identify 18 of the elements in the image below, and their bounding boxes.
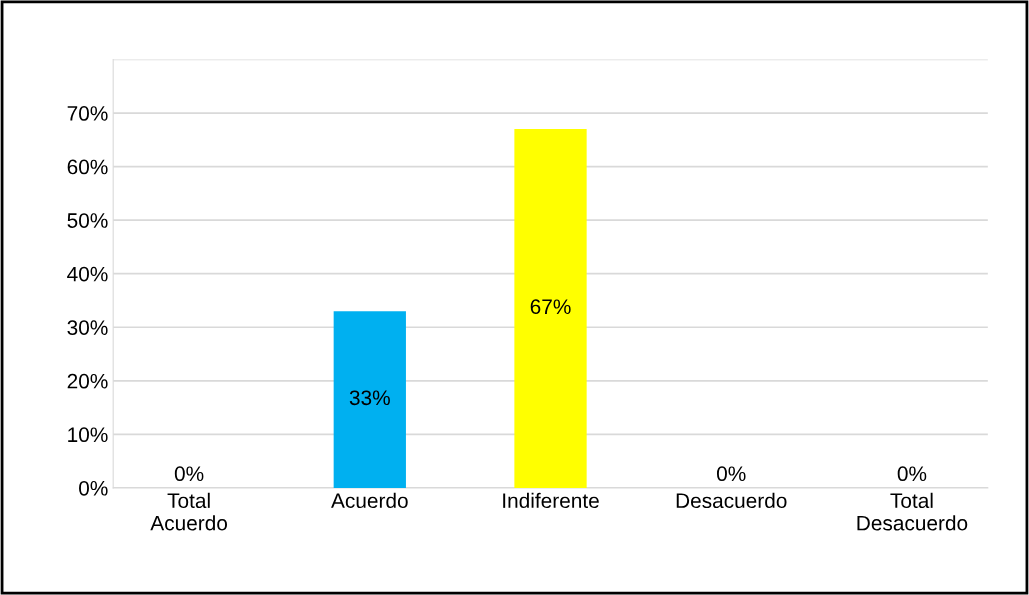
data-label: 0%	[897, 466, 927, 482]
data-label: 0%	[174, 466, 204, 482]
x-tick-label: Total Desacuerdo	[857, 492, 968, 531]
y-tick-label: 70%	[67, 106, 108, 121]
x-tick-label: Acuerdo	[331, 492, 408, 509]
y-tick-label: 10%	[68, 427, 108, 443]
x-tick-label: Desacuerdo	[676, 492, 787, 509]
y-tick-label: 40%	[67, 266, 108, 282]
data-label: 67%	[530, 299, 571, 315]
y-tick-label: 20%	[67, 373, 108, 389]
y-tick-label: 50%	[67, 213, 108, 228]
y-tick-label: 60%	[67, 159, 108, 175]
y-tick-label: 0%	[79, 480, 108, 496]
data-label: 33%	[349, 390, 390, 406]
x-tick-label: Indiferente	[503, 492, 599, 509]
data-label: 0%	[716, 466, 746, 482]
x-tick-label: Total Acuerdo	[150, 492, 228, 531]
y-tick-label: 30%	[67, 320, 108, 335]
